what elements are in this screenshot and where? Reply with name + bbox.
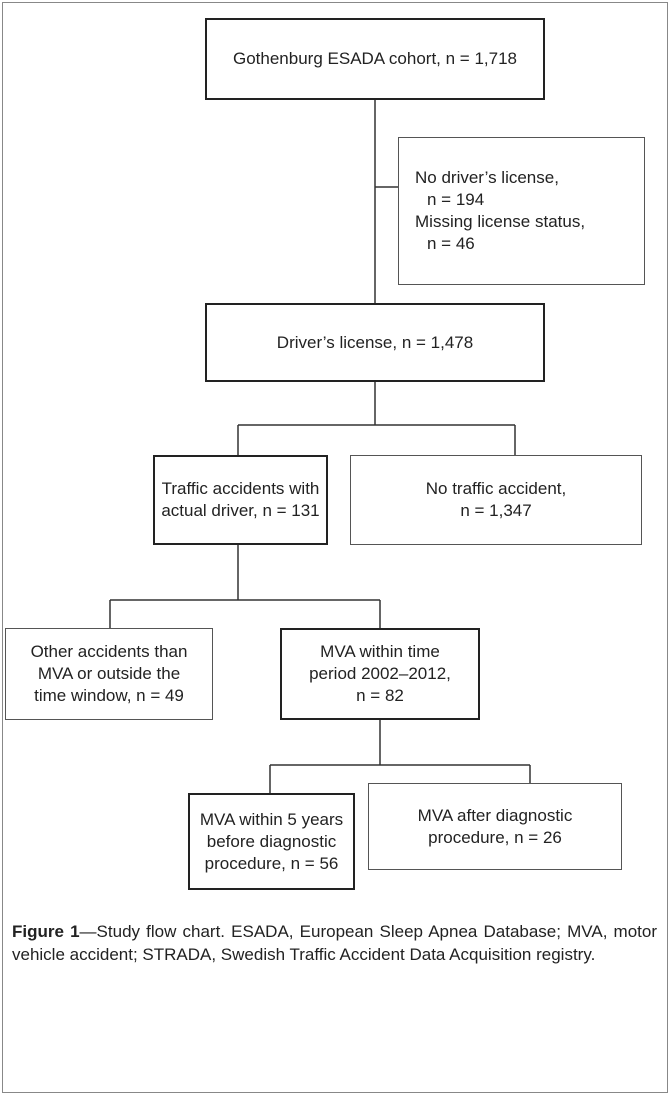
box-text: n = 82 (356, 686, 404, 705)
flow-box: No traffic accident, n = 1,347 (350, 455, 642, 545)
flow-box: Traffic accidents with actual driver, n =… (153, 455, 328, 545)
box-text: No traffic accident, (425, 479, 567, 498)
box-text: before diagnostic (206, 831, 337, 851)
box-text: Gothenburg ESADA cohort, n = 1,718 (233, 49, 517, 68)
flow-box: MVA after diagnostic procedure, n = 26 (368, 783, 622, 870)
flow-box: MVA within 5 years before diagnostic proce… (188, 793, 355, 890)
box-text: Driver’s license, n = 1,478 (276, 332, 474, 352)
box-text: period 2002–2012, (309, 664, 451, 683)
box-text: MVA within 5 years (199, 809, 344, 829)
box-text: n = 194 (427, 190, 485, 209)
flow-box: Gothenburg ESADA cohort, n = 1,718 (205, 18, 545, 100)
box-text: procedure, n = 26 (428, 827, 562, 847)
caption-text: —Study flow chart. ESADA, European Sleep… (12, 922, 658, 964)
box-text: No driver’s license, (415, 168, 559, 187)
box-text: MVA or outside the (37, 664, 181, 683)
box-text: n = 46 (427, 234, 475, 253)
box-text: time window, n = 49 (34, 686, 184, 705)
box-text: MVA within time (320, 642, 440, 661)
caption-label: Figure 1 (12, 922, 80, 941)
box-text: MVA after diagnostic (417, 805, 573, 825)
box-text: Traffic accidents with (161, 479, 320, 498)
box-text: Missing license status, (415, 212, 586, 231)
caption: Figure 1—Study flow chart. ESADA, Europe… (12, 920, 657, 966)
box-text: Other accidents than (30, 642, 188, 661)
box-text: actual driver, n = 131 (161, 501, 320, 520)
flow-box: MVA within time period 2002–2012, n = 82 (280, 628, 480, 720)
box-text: n = 1,347 (460, 501, 532, 520)
flow-box: Other accidents than MVA or outside the ti… (5, 628, 213, 720)
flow-box: No driver’s license, n = 194 Missing licen… (398, 137, 645, 285)
flow-box: Driver’s license, n = 1,478 (205, 303, 545, 382)
box-text: procedure, n = 56 (204, 853, 339, 873)
